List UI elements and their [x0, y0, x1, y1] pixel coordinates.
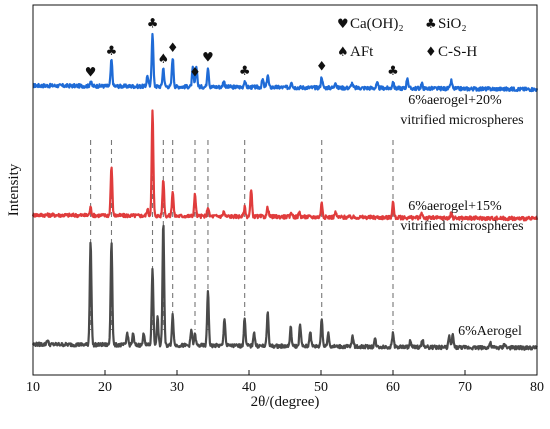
series-label: 6%Aerogel — [458, 324, 522, 339]
series-line-0 — [32, 32, 539, 93]
legend: ♥ Ca(OH)₂ ♣ SiO₂ ♠ AFt ♦ C-S-H — [337, 16, 477, 60]
x-axis-ticks: 10 20 30 40 50 60 70 80 — [26, 370, 544, 395]
legend-label: Ca(OH)₂ — [350, 16, 404, 32]
peak-marker: ♦ — [316, 60, 328, 75]
x-tick-label: 60 — [386, 380, 400, 395]
x-tick-label: 30 — [170, 380, 184, 395]
x-tick-label: 80 — [530, 380, 544, 395]
legend-symbol: ♣ — [425, 17, 437, 32]
peak-marker: ♥ — [202, 50, 214, 65]
legend-label: AFt — [350, 44, 374, 60]
x-tick-label: 20 — [98, 380, 112, 395]
series-labels: 6%aerogel+20% vitrified microspheres 6%aer… — [400, 93, 523, 339]
series-group — [31, 32, 539, 351]
series-label: 6%aerogel+20% — [408, 93, 502, 108]
peak-marker: ♠ — [157, 52, 169, 67]
x-tick-label: 70 — [458, 380, 472, 395]
x-tick-label: 50 — [314, 380, 328, 395]
reference-lines — [90, 140, 394, 330]
series-line-1 — [31, 109, 539, 222]
y-axis-label: Intensity — [6, 163, 22, 216]
peak-marker: ♥ — [85, 66, 97, 81]
peak-marker: ♣ — [387, 64, 399, 79]
peak-marker: ♦ — [189, 66, 201, 81]
x-tick-label: 40 — [242, 380, 256, 395]
series-label: 6%aerogel+15% — [408, 199, 502, 214]
peak-markers: ♥♣♣♠♦♦♥♣ ♦ ♣ — [85, 16, 399, 80]
legend-symbol: ♦ — [425, 45, 437, 60]
series-label-line2: vitrified microspheres — [400, 113, 523, 128]
peak-marker: ♣ — [147, 16, 159, 31]
legend-symbol: ♥ — [337, 17, 349, 32]
plot-frame — [32, 4, 538, 376]
peak-marker: ♣ — [106, 44, 118, 59]
legend-label: C-S-H — [438, 44, 477, 60]
x-tick-label: 10 — [26, 380, 40, 395]
x-axis-label: 2θ/(degree) — [251, 394, 320, 410]
series-line-2 — [31, 224, 538, 351]
legend-symbol: ♠ — [337, 45, 349, 60]
legend-label: SiO₂ — [438, 16, 467, 32]
series-label-line2: vitrified microspheres — [400, 219, 523, 234]
peak-marker: ♣ — [239, 64, 251, 79]
peak-marker: ♦ — [167, 41, 179, 56]
